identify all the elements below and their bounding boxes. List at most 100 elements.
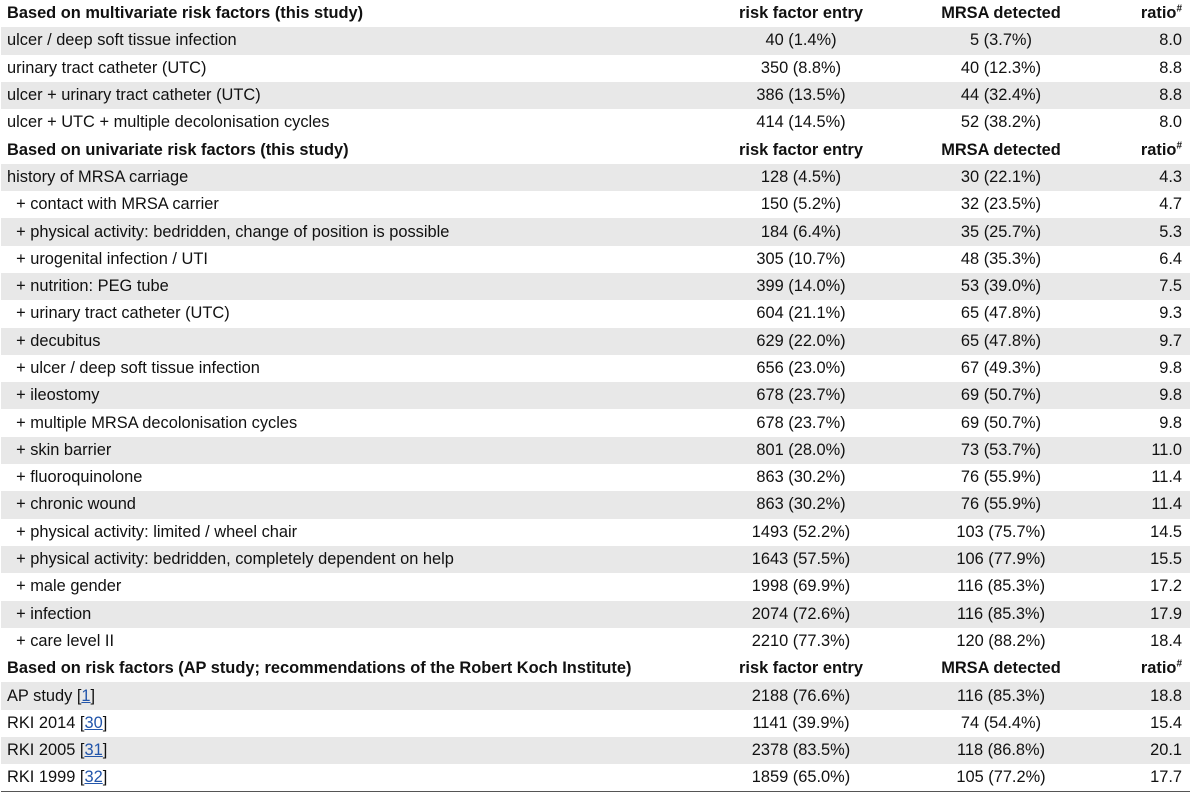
ratio-value: 9.3 (1101, 300, 1190, 328)
ratio-value: 18.8 (1101, 682, 1190, 710)
ratio-value: 17.9 (1101, 600, 1190, 628)
row-label: ulcer / deep soft tissue infection (1, 27, 701, 55)
mrsa-detected-value: 120 (88.2%) (901, 627, 1101, 656)
risk-factor-entry-value: 801 (28.0%) (701, 436, 901, 465)
ratio-value: 11.4 (1101, 464, 1190, 492)
mrsa-detected-value: 40 (12.3%) (901, 54, 1101, 82)
risk-factor-entry-value: 414 (14.5%) (701, 109, 901, 137)
column-header-risk-factor-entry: risk factor entry (701, 655, 901, 683)
risk-factor-entry-value: 863 (30.2%) (701, 491, 901, 519)
table-row: AP study [1] 2188 (76.6%) 116 (85.3%) 18.8 (1, 682, 1190, 710)
mrsa-detected-value: 32 (23.5%) (901, 191, 1101, 219)
mrsa-detected-value: 69 (50.7%) (901, 409, 1101, 437)
row-label: + physical activity: bedridden, complete… (1, 545, 701, 574)
row-label: AP study [1] (1, 682, 701, 710)
risk-factor-entry-value: 1859 (65.0%) (701, 764, 901, 792)
ratio-value: 5.3 (1101, 218, 1190, 246)
row-label: + contact with MRSA carrier (1, 191, 701, 219)
mrsa-detected-value: 74 (54.4%) (901, 709, 1101, 738)
mrsa-detected-value: 106 (77.9%) (901, 545, 1101, 574)
mrsa-detected-value: 103 (75.7%) (901, 518, 1101, 546)
risk-factor-entry-value: 2188 (76.6%) (701, 682, 901, 710)
column-header-risk-factor-entry: risk factor entry (701, 0, 901, 28)
reference-link[interactable]: 31 (84, 741, 103, 760)
ratio-value: 8.8 (1101, 54, 1190, 82)
row-label: + physical activity: bedridden, change o… (1, 218, 701, 246)
ratio-value: 8.0 (1101, 109, 1190, 137)
ratio-value: 9.7 (1101, 327, 1190, 355)
row-label: + nutrition: PEG tube (1, 272, 701, 301)
column-header-ratio: ratio# (1101, 136, 1190, 164)
table-row: RKI 2014 [30] 1141 (39.9%) 74 (54.4%) 15.4 (1, 709, 1190, 738)
ratio-value: 8.8 (1101, 81, 1190, 110)
ratio-value: 6.4 (1101, 245, 1190, 273)
table-row: + infection 2074 (72.6%) 116 (85.3%) 17.9 (1, 600, 1190, 628)
table-row: + urogenital infection / UTI 305 (10.7%) 4… (1, 245, 1190, 273)
row-label: RKI 2014 [30] (1, 709, 701, 738)
column-header-mrsa-detected: MRSA detected (901, 136, 1101, 164)
row-label: + multiple MRSA decolonisation cycles (1, 409, 701, 437)
mrsa-detected-value: 118 (86.8%) (901, 737, 1101, 765)
column-header-mrsa-detected: MRSA detected (901, 0, 1101, 28)
risk-factor-entry-value: 1141 (39.9%) (701, 709, 901, 738)
row-label: + physical activity: limited / wheel cha… (1, 518, 701, 546)
reference-link[interactable]: 1 (81, 686, 91, 705)
table-row: + urinary tract catheter (UTC) 604 (21.1%… (1, 300, 1190, 328)
mrsa-detected-value: 105 (77.2%) (901, 764, 1101, 792)
ratio-value: 7.5 (1101, 272, 1190, 301)
mrsa-detected-value: 116 (85.3%) (901, 600, 1101, 628)
risk-factor-entry-value: 604 (21.1%) (701, 300, 901, 328)
risk-factor-entry-value: 1493 (52.2%) (701, 518, 901, 546)
table-row: + care level II 2210 (77.3%) 120 (88.2%) 18… (1, 627, 1190, 656)
section-title: Based on risk factors (AP study; recomme… (1, 655, 701, 683)
section-header-row: Based on risk factors (AP study; recomme… (1, 655, 1190, 683)
row-label: + chronic wound (1, 491, 701, 519)
risk-factor-entry-value: 2074 (72.6%) (701, 600, 901, 628)
mrsa-detected-value: 76 (55.9%) (901, 464, 1101, 492)
row-label: + urogenital infection / UTI (1, 245, 701, 273)
risk-factor-entry-value: 150 (5.2%) (701, 191, 901, 219)
mrsa-detected-value: 69 (50.7%) (901, 382, 1101, 410)
risk-factor-entry-value: 40 (1.4%) (701, 27, 901, 55)
risk-factor-entry-value: 629 (22.0%) (701, 327, 901, 355)
table-row: + physical activity: bedridden, complete… (1, 545, 1190, 574)
risk-factor-entry-value: 399 (14.0%) (701, 272, 901, 301)
mrsa-detected-value: 48 (35.3%) (901, 245, 1101, 273)
mrsa-detected-value: 30 (22.1%) (901, 163, 1101, 192)
section-header-row: Based on univariate risk factors (this s… (1, 136, 1190, 164)
row-label: + ileostomy (1, 382, 701, 410)
mrsa-detected-value: 67 (49.3%) (901, 354, 1101, 383)
ratio-value: 17.2 (1101, 573, 1190, 601)
row-label: RKI 1999 [32] (1, 764, 701, 792)
risk-factor-entry-value: 656 (23.0%) (701, 354, 901, 383)
ratio-value: 11.0 (1101, 436, 1190, 465)
table-row: RKI 1999 [32] 1859 (65.0%) 105 (77.2%) 17.7 (1, 764, 1190, 792)
ratio-value: 14.5 (1101, 518, 1190, 546)
table-row: ulcer + UTC + multiple decolonisation cy… (1, 109, 1190, 137)
row-label: RKI 2005 [31] (1, 737, 701, 765)
ratio-value: 17.7 (1101, 764, 1190, 792)
ratio-value: 4.3 (1101, 163, 1190, 192)
risk-factor-entry-value: 305 (10.7%) (701, 245, 901, 273)
table-row: + multiple MRSA decolonisation cycles 678… (1, 409, 1190, 437)
table-row: ulcer / deep soft tissue infection 40 (1.… (1, 27, 1190, 55)
table-row: + skin barrier 801 (28.0%) 73 (53.7%) 11.0 (1, 436, 1190, 465)
row-label: + decubitus (1, 327, 701, 355)
ratio-footnote-mark: # (1176, 658, 1182, 670)
mrsa-detected-value: 53 (39.0%) (901, 272, 1101, 301)
ratio-footnote-mark: # (1176, 140, 1182, 152)
mrsa-detected-value: 76 (55.9%) (901, 491, 1101, 519)
mrsa-detected-value: 116 (85.3%) (901, 573, 1101, 601)
ratio-value: 8.0 (1101, 27, 1190, 55)
risk-factor-entry-value: 386 (13.5%) (701, 81, 901, 110)
row-label: + fluoroquinolone (1, 464, 701, 492)
table-row: + chronic wound 863 (30.2%) 76 (55.9%) 11.4 (1, 491, 1190, 519)
reference-link[interactable]: 32 (84, 768, 103, 787)
section-title: Based on multivariate risk factors (this… (1, 0, 701, 28)
ratio-value: 9.8 (1101, 382, 1190, 410)
column-header-mrsa-detected: MRSA detected (901, 655, 1101, 683)
reference-link[interactable]: 30 (84, 713, 103, 732)
risk-factor-entry-value: 128 (4.5%) (701, 163, 901, 192)
table-row: + physical activity: bedridden, change o… (1, 218, 1190, 246)
